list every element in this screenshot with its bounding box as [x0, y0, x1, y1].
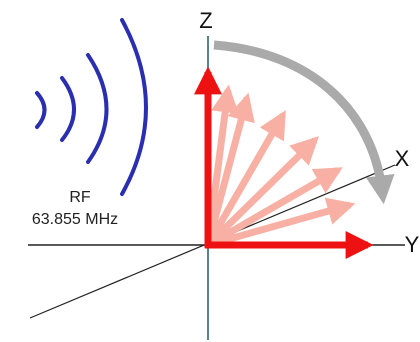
- y-label: Y: [405, 232, 420, 257]
- page: Z X Y RF 63.855 MHz (() => { const data …: [0, 0, 420, 342]
- rf-label: RF: [69, 189, 91, 206]
- x-label: X: [395, 146, 410, 171]
- rf-wave: [62, 78, 74, 140]
- diagram: Z X Y RF 63.855 MHz: [0, 0, 420, 342]
- rf-waves: [37, 20, 146, 194]
- rf-frequency: 63.855 MHz: [32, 211, 118, 228]
- rf-wave: [88, 55, 107, 162]
- rf-wave: [37, 93, 45, 127]
- rf-wave: [122, 20, 146, 194]
- z-label: Z: [199, 8, 212, 33]
- spin-arrows: [208, 90, 350, 245]
